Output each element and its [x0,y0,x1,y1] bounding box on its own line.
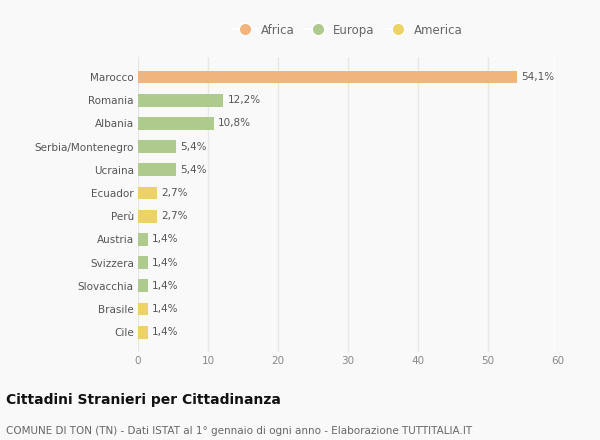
Text: COMUNE DI TON (TN) - Dati ISTAT al 1° gennaio di ogni anno - Elaborazione TUTTIT: COMUNE DI TON (TN) - Dati ISTAT al 1° ge… [6,425,472,436]
Bar [138,140,176,153]
Text: 54,1%: 54,1% [521,72,554,82]
Bar [138,279,148,292]
Text: 1,4%: 1,4% [152,235,179,244]
Bar [138,233,148,246]
Text: 12,2%: 12,2% [227,95,261,105]
Text: Cittadini Stranieri per Cittadinanza: Cittadini Stranieri per Cittadinanza [6,393,281,407]
Text: 1,4%: 1,4% [152,304,179,314]
Text: 5,4%: 5,4% [180,165,206,175]
Text: 1,4%: 1,4% [152,257,179,268]
Bar [138,210,157,223]
Bar [138,94,223,106]
Text: 2,7%: 2,7% [161,211,188,221]
Text: 1,4%: 1,4% [152,327,179,337]
Bar [138,256,148,269]
Bar [138,303,148,315]
Text: 5,4%: 5,4% [180,142,206,152]
Bar [138,117,214,130]
Bar [138,187,157,199]
Bar [138,326,148,339]
Text: 2,7%: 2,7% [161,188,188,198]
Text: 1,4%: 1,4% [152,281,179,291]
Bar [138,163,176,176]
Legend: Africa, Europa, America: Africa, Europa, America [229,19,467,41]
Bar [138,70,517,83]
Text: 10,8%: 10,8% [218,118,251,128]
